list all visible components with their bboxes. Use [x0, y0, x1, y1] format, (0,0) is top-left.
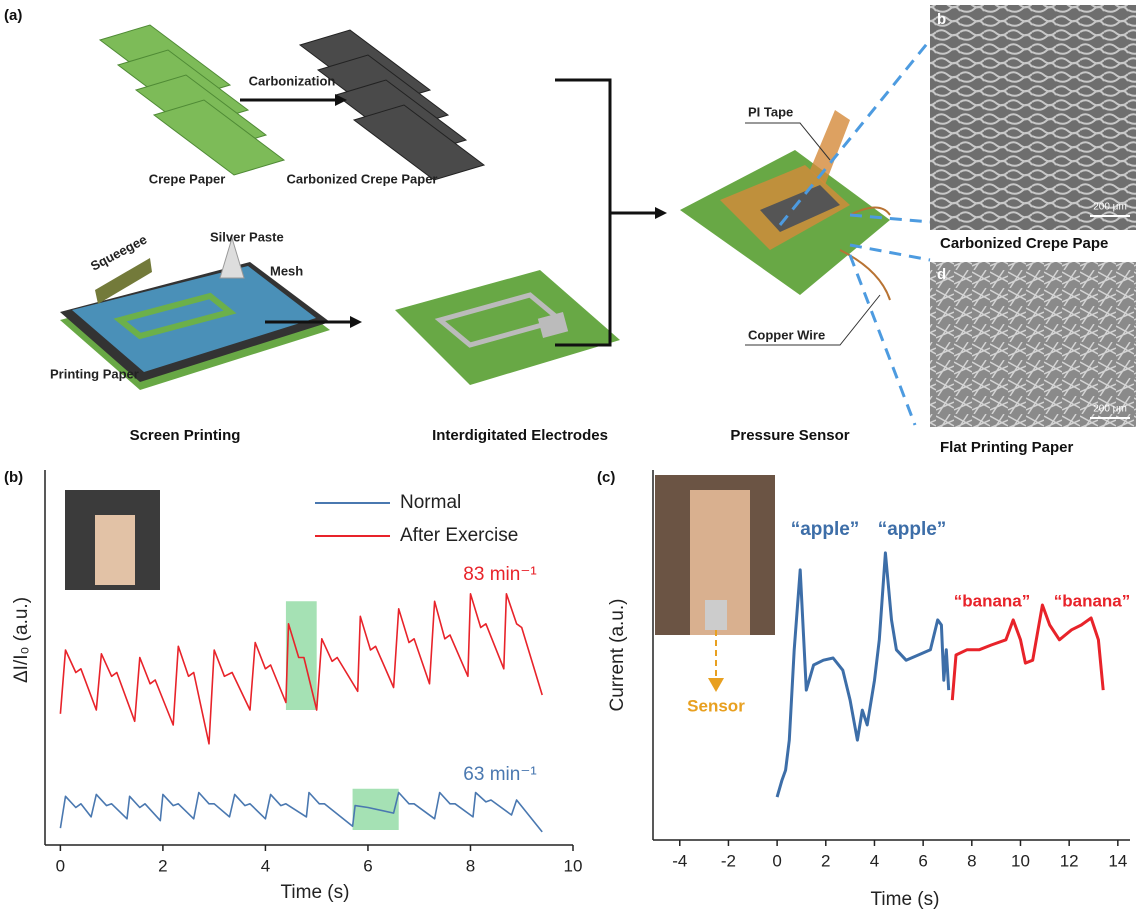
- x-axis-label: Time (s): [871, 889, 940, 910]
- x-tick-label: 0: [56, 856, 65, 875]
- y-axis-label: ΔI/I₀ (a.u.): [11, 597, 32, 683]
- x-tick-label: 6: [363, 856, 372, 875]
- x-tick-label: 2: [158, 856, 167, 875]
- series-line: [60, 793, 542, 832]
- electrodes-illustration: [395, 270, 620, 385]
- annotation: “banana”: [1054, 591, 1131, 610]
- label: PI Tape: [748, 104, 793, 119]
- sem-image: [930, 262, 1136, 427]
- label: Copper Wire: [748, 327, 825, 342]
- label: b: [937, 11, 946, 28]
- label: Interdigitated Electrodes: [432, 427, 608, 444]
- label: d: [937, 266, 946, 283]
- arrow-head: [708, 678, 724, 692]
- x-tick-label: 8: [466, 856, 475, 875]
- annotation: 83 min⁻¹: [463, 564, 536, 585]
- annotation: “apple”: [878, 519, 947, 540]
- arrow-head: [350, 316, 362, 328]
- x-tick-label: 2: [821, 851, 830, 870]
- label: Printing Paper: [50, 366, 139, 381]
- y-axis-label: Current (a.u.): [607, 599, 628, 712]
- scale-label: 200 μm: [1093, 404, 1127, 415]
- pressure-sensor-illustration: [680, 110, 890, 300]
- figure: (a) Carbonization Crepe Paper Carbonized…: [0, 0, 1136, 911]
- label: Carbonization: [249, 73, 336, 88]
- annotation: “apple”: [791, 519, 860, 540]
- annotation: “banana”: [954, 591, 1031, 610]
- x-tick-label: -4: [672, 851, 687, 870]
- annotation: 63 min⁻¹: [463, 764, 536, 785]
- label: Silver Paste: [210, 229, 284, 244]
- label: Carbonized Crepe Paper: [287, 171, 438, 186]
- arrow-head: [655, 207, 667, 219]
- x-tick-label: 10: [564, 856, 583, 875]
- panel-label: (c): [597, 469, 615, 486]
- photo-wrist: [95, 515, 135, 585]
- series-line: [952, 605, 1103, 700]
- annotation: Sensor: [687, 696, 745, 715]
- x-tick-label: -2: [721, 851, 736, 870]
- panel-a: (a) Carbonization Crepe Paper Carbonized…: [4, 5, 1136, 456]
- x-tick-label: 6: [918, 851, 927, 870]
- panel-label: (a): [4, 7, 22, 24]
- carbonized-paper-illustration: [300, 30, 484, 180]
- x-tick-label: 8: [967, 851, 976, 870]
- scale-label: 200 μm: [1093, 202, 1127, 213]
- x-tick-label: 12: [1060, 851, 1079, 870]
- x-tick-label: 0: [772, 851, 781, 870]
- panel-label: (b): [4, 469, 23, 486]
- series-line: [777, 553, 949, 797]
- photo-neck: [705, 600, 727, 630]
- caption: Flat Printing Paper: [940, 439, 1074, 456]
- x-tick-label: 14: [1108, 851, 1127, 870]
- label: Crepe Paper: [149, 171, 226, 186]
- label: Pressure Sensor: [730, 427, 849, 444]
- label: Screen Printing: [130, 427, 241, 444]
- label: Mesh: [270, 263, 303, 278]
- x-axis-label: Time (s): [281, 882, 350, 903]
- sem-image: [930, 5, 1136, 230]
- x-tick-label: 4: [261, 856, 270, 875]
- x-tick-label: 4: [870, 851, 879, 870]
- x-tick-label: 10: [1011, 851, 1030, 870]
- legend-label: After Exercise: [400, 525, 518, 546]
- caption: Carbonized Crepe Pape: [940, 235, 1108, 252]
- legend-label: Normal: [400, 492, 461, 513]
